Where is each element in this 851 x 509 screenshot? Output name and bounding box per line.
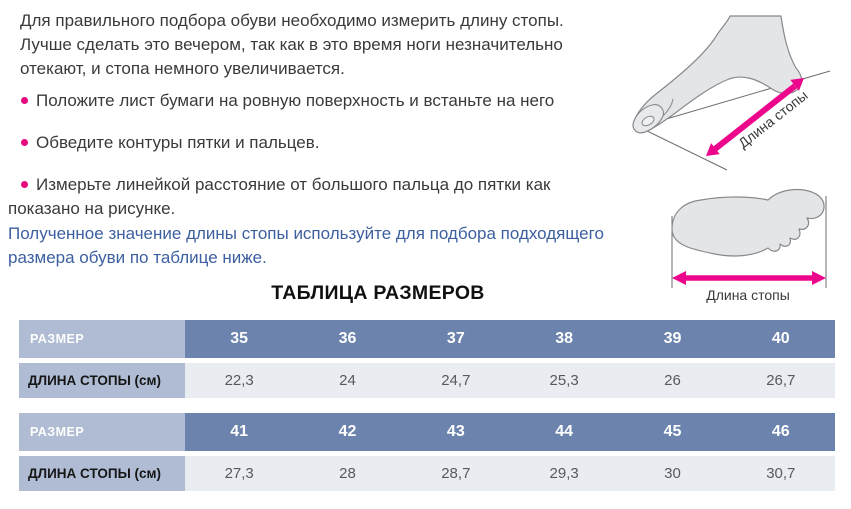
length-cell: 25,3: [549, 372, 579, 389]
length-cell: 22,3: [224, 372, 254, 389]
size-table-41-46: РАЗМЕР 41 42 43 44 45 46 ДЛИНА СТОПЫ (см…: [19, 413, 835, 496]
length-row: ДЛИНА СТОПЫ (см) 27,3 28 28,7 29,3 30 30…: [19, 456, 835, 491]
bullet-item-trace-contours: Обведите контуры пятки и пальцев.: [8, 131, 320, 155]
size-cell: 37: [446, 330, 465, 347]
intro-paragraph: Для правильного подбора обуви необходимо…: [20, 9, 564, 81]
arrowhead-left: [672, 271, 686, 285]
size-cell: 35: [230, 330, 249, 347]
bullet-dot: [21, 139, 28, 147]
intro-line: отекают, и стопа немного увеличивается.: [20, 59, 345, 78]
footprint-silhouette: [671, 188, 825, 257]
bullet-text-wrap: показано на рисунке.: [8, 199, 176, 218]
arrowhead-start: [706, 143, 720, 156]
intro-line: Для правильного подбора обуви необходимо…: [20, 11, 564, 30]
length-row-label: ДЛИНА СТОПЫ (см): [19, 363, 185, 398]
length-row: ДЛИНА СТОПЫ (см) 22,3 24 24,7 25,3 26 26…: [19, 363, 835, 398]
toenail: [641, 115, 655, 127]
size-table-35-40: РАЗМЕР 35 36 37 38 39 40 ДЛИНА СТОПЫ (см…: [19, 320, 835, 403]
length-cell: 30: [664, 465, 681, 482]
bullet-dot: [21, 181, 28, 189]
size-row: РАЗМЕР 35 36 37 38 39 40: [19, 320, 835, 358]
size-cell: 43: [446, 423, 465, 440]
bullet-item-measure-distance: Измерьте линейкой расстояние от большого…: [8, 173, 550, 221]
foot-side-view-figure: Длина стопы: [632, 15, 831, 171]
bullet-dot: [21, 97, 28, 105]
paper-edge-line: [638, 126, 728, 171]
size-cell: 36: [338, 330, 357, 347]
toe-contour-line: [662, 98, 674, 117]
length-cell: 24: [339, 372, 356, 389]
length-cell: 26: [664, 372, 681, 389]
size-cell: 42: [338, 423, 357, 440]
size-cell: 40: [771, 330, 790, 347]
bullet-text: Обведите контуры пятки и пальцев.: [36, 133, 320, 152]
bullet-item-place-paper: Положите лист бумаги на ровную поверхнос…: [8, 89, 554, 113]
size-cell: 46: [771, 423, 790, 440]
length-cell: 27,3: [224, 465, 254, 482]
figure-caption: Длина стопы: [735, 87, 811, 151]
length-row-label: ДЛИНА СТОПЫ (см): [19, 456, 185, 491]
size-cell: 44: [555, 423, 574, 440]
length-cell: 28: [339, 465, 356, 482]
size-cell: 45: [663, 423, 682, 440]
bullet-text: Положите лист бумаги на ровную поверхнос…: [36, 91, 555, 110]
length-cell: 30,7: [766, 465, 796, 482]
note-line: размера обуви по таблице ниже.: [8, 248, 267, 267]
size-table-heading: ТАБЛИЦА РАЗМЕРОВ: [271, 282, 485, 304]
size-cell: 39: [663, 330, 682, 347]
note-line: Полученное значение длины стопы использу…: [8, 224, 604, 243]
intro-line: Лучше сделать это вечером, так как в это…: [20, 35, 563, 54]
length-cell: 26,7: [766, 372, 796, 389]
arrowhead-end: [790, 78, 804, 91]
size-cell: 38: [555, 330, 574, 347]
bullet-text: Измерьте линейкой расстояние от большого…: [36, 175, 551, 194]
length-cell: 28,7: [441, 465, 471, 482]
note-paragraph: Полученное значение длины стопы использу…: [8, 222, 604, 270]
figure-caption: Длина стопы: [706, 287, 790, 303]
size-row-label: РАЗМЕР: [19, 413, 185, 451]
foot-sole-view-figure: Длина стопы: [671, 188, 827, 303]
length-arrow: [713, 83, 797, 152]
size-row: РАЗМЕР 41 42 43 44 45 46: [19, 413, 835, 451]
size-row-label: РАЗМЕР: [19, 320, 185, 358]
length-cell: 29,3: [549, 465, 579, 482]
length-cell: 24,7: [441, 372, 471, 389]
size-cell: 41: [230, 423, 249, 440]
arrowhead-right: [812, 271, 826, 285]
